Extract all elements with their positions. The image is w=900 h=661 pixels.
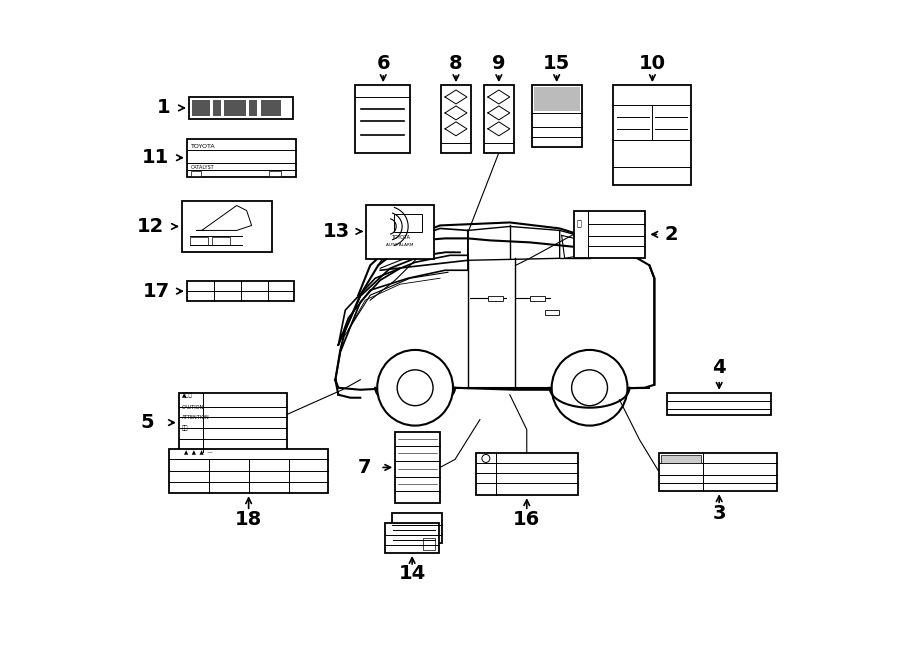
Circle shape	[552, 350, 627, 426]
Bar	[182, 200, 272, 253]
Bar	[190, 237, 208, 245]
Text: 7: 7	[357, 458, 371, 477]
Bar	[212, 100, 220, 116]
Bar	[261, 100, 281, 116]
Bar	[385, 524, 439, 553]
Bar	[423, 538, 435, 550]
Bar	[532, 85, 581, 147]
Text: CATALYST: CATALYST	[191, 165, 214, 170]
Text: 17: 17	[142, 282, 169, 301]
Text: ▲⬛⬛: ▲⬛⬛	[182, 392, 193, 398]
Text: 11: 11	[142, 148, 169, 167]
Text: 9: 9	[492, 54, 506, 73]
Bar	[189, 97, 293, 119]
Text: 10: 10	[639, 54, 666, 73]
Bar	[534, 87, 580, 111]
Bar	[614, 85, 691, 184]
Text: ATTENTION: ATTENTION	[182, 414, 210, 420]
Bar	[394, 214, 422, 233]
Polygon shape	[336, 239, 654, 390]
Bar	[395, 432, 440, 503]
Text: 16: 16	[513, 510, 540, 529]
Bar	[169, 449, 328, 493]
Bar	[530, 296, 544, 301]
Bar	[366, 204, 434, 259]
Bar	[356, 85, 410, 153]
Text: CAUTION: CAUTION	[182, 405, 204, 410]
Text: 8: 8	[449, 54, 463, 73]
Bar	[573, 210, 645, 258]
Text: 3: 3	[713, 504, 726, 523]
Text: 18: 18	[235, 510, 262, 529]
Text: 2: 2	[664, 225, 678, 244]
Bar	[187, 139, 296, 176]
Bar	[660, 453, 777, 491]
Text: 5: 5	[140, 413, 154, 432]
Text: 12: 12	[138, 217, 165, 236]
Bar	[484, 85, 514, 153]
Bar	[224, 100, 246, 116]
Bar	[191, 171, 201, 176]
Bar	[192, 100, 210, 116]
Bar	[179, 393, 286, 453]
Text: 4: 4	[713, 358, 726, 377]
Text: AUTO ALARM: AUTO ALARM	[386, 243, 414, 247]
Bar	[476, 453, 578, 495]
Text: 1: 1	[158, 98, 171, 118]
Bar	[667, 393, 771, 414]
Bar	[662, 455, 701, 463]
Text: ⓔ: ⓔ	[577, 219, 581, 229]
Bar	[392, 513, 442, 543]
Bar	[212, 237, 230, 245]
Text: TOYOTA: TOYOTA	[191, 144, 215, 149]
Bar	[248, 100, 256, 116]
Text: 13: 13	[323, 222, 350, 241]
Bar	[268, 171, 281, 176]
Text: ⬛⬛: ⬛⬛	[182, 425, 188, 430]
Text: TOYOTA: TOYOTA	[391, 235, 410, 241]
Circle shape	[377, 350, 453, 426]
Text: 15: 15	[543, 54, 571, 73]
Bar	[544, 310, 559, 315]
Text: ▲  ▲  ▲  —: ▲ ▲ ▲ —	[184, 451, 212, 455]
Bar	[488, 296, 503, 301]
Text: 6: 6	[376, 54, 390, 73]
Bar	[441, 85, 471, 153]
Bar	[187, 281, 294, 301]
Text: 14: 14	[399, 564, 426, 584]
